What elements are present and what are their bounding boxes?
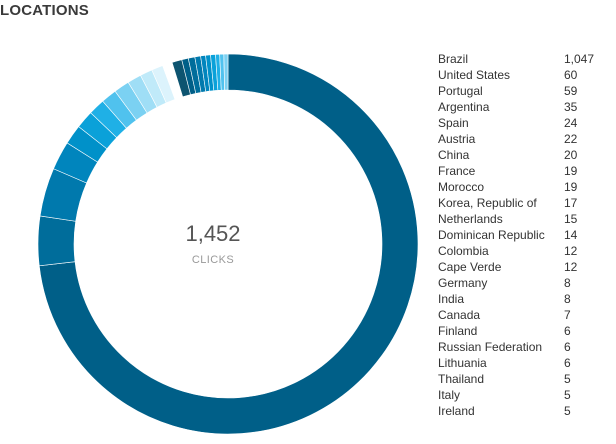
legend-item: Thailand 5 <box>438 371 610 387</box>
legend-item: Korea, Republic of 17 <box>438 195 610 211</box>
legend-country-name: Korea, Republic of <box>438 196 537 210</box>
legend-click-count: 20 <box>564 148 578 162</box>
legend-country-name: Lithuania <box>438 356 487 370</box>
legend-item: France 19 <box>438 163 610 179</box>
locations-donut-chart <box>37 53 419 435</box>
legend-item: Spain 24 <box>438 115 610 131</box>
legend-country-name: Colombia <box>438 244 489 258</box>
legend-item: Russian Federation 6 <box>438 339 610 355</box>
legend-item: Portugal 59 <box>438 83 610 99</box>
legend-click-count: 19 <box>564 180 578 194</box>
legend-country-name: Portugal <box>438 84 483 98</box>
legend-country-name: India <box>438 292 465 306</box>
legend-item: Netherlands 15 <box>438 211 610 227</box>
legend-country-name: Germany <box>438 276 488 290</box>
legend-click-count: 17 <box>564 196 578 210</box>
legend-click-count: 8 <box>564 276 571 290</box>
legend-country-name: Finland <box>438 324 478 338</box>
legend-item: Colombia 12 <box>438 243 610 259</box>
legend-item: India 8 <box>438 291 610 307</box>
legend-country-name: France <box>438 164 476 178</box>
legend-country-name: United States <box>438 68 511 82</box>
legend-click-count: 19 <box>564 164 578 178</box>
legend-click-count: 24 <box>564 116 578 130</box>
legend-click-count: 12 <box>564 244 578 258</box>
legend-click-count: 6 <box>564 340 571 354</box>
legend-country-name: Cape Verde <box>438 260 502 274</box>
legend-item: Morocco 19 <box>438 179 610 195</box>
legend-item: Dominican Republic 14 <box>438 227 610 243</box>
legend-item: Argentina 35 <box>438 99 610 115</box>
legend-item: Cape Verde 12 <box>438 259 610 275</box>
legend-click-count: 12 <box>564 260 578 274</box>
section-title: LOCATIONS <box>0 2 90 19</box>
legend-item: Ireland 5 <box>438 403 610 419</box>
legend-item: Austria 22 <box>438 131 610 147</box>
legend-click-count: 5 <box>564 388 571 402</box>
legend-country-name: Ireland <box>438 404 475 418</box>
legend-item: Germany 8 <box>438 275 610 291</box>
legend-item: Lithuania 6 <box>438 355 610 371</box>
legend-country-name: Dominican Republic <box>438 228 545 242</box>
legend-country-name: Morocco <box>438 180 485 194</box>
slice-united-states[interactable] <box>37 215 77 267</box>
legend-item: Canada 7 <box>438 307 610 323</box>
legend-click-count: 14 <box>564 228 578 242</box>
legend-country-name: Russian Federation <box>438 340 543 354</box>
legend-item: United States 60 <box>438 67 610 83</box>
legend-item: Italy 5 <box>438 387 610 403</box>
legend-click-count: 6 <box>564 324 571 338</box>
slice-ireland[interactable] <box>223 53 229 91</box>
legend-item: Brazil 1,047 <box>438 51 610 67</box>
legend-click-count: 5 <box>564 404 571 418</box>
legend-click-count: 7 <box>564 308 571 322</box>
legend-click-count: 22 <box>564 132 578 146</box>
legend-click-count: 6 <box>564 356 571 370</box>
legend-click-count: 15 <box>564 212 578 226</box>
legend-country-name: Argentina <box>438 100 490 114</box>
total-clicks-value: 1,452 <box>185 221 241 246</box>
legend-item: Finland 6 <box>438 323 610 339</box>
legend-click-count: 60 <box>564 68 578 82</box>
legend-click-count: 35 <box>564 100 578 114</box>
slice-brazil[interactable] <box>38 53 419 435</box>
legend-country-name: Brazil <box>438 52 469 66</box>
legend-click-count: 59 <box>564 84 578 98</box>
locations-legend: Brazil 1,047 United States 60 Portugal 59 Arge… <box>438 51 610 419</box>
legend-click-count: 8 <box>564 292 571 306</box>
total-clicks-label: CLICKS <box>191 254 235 266</box>
legend-country-name: Italy <box>438 388 461 402</box>
legend-item: China 20 <box>438 147 610 163</box>
legend-country-name: China <box>438 148 470 162</box>
legend-country-name: Netherlands <box>438 212 503 226</box>
legend-click-count: 5 <box>564 372 571 386</box>
legend-click-count: 1,047 <box>564 52 595 66</box>
legend-country-name: Austria <box>438 132 476 146</box>
legend-country-name: Thailand <box>438 372 485 386</box>
legend-country-name: Spain <box>438 116 469 130</box>
legend-country-name: Canada <box>438 308 481 322</box>
